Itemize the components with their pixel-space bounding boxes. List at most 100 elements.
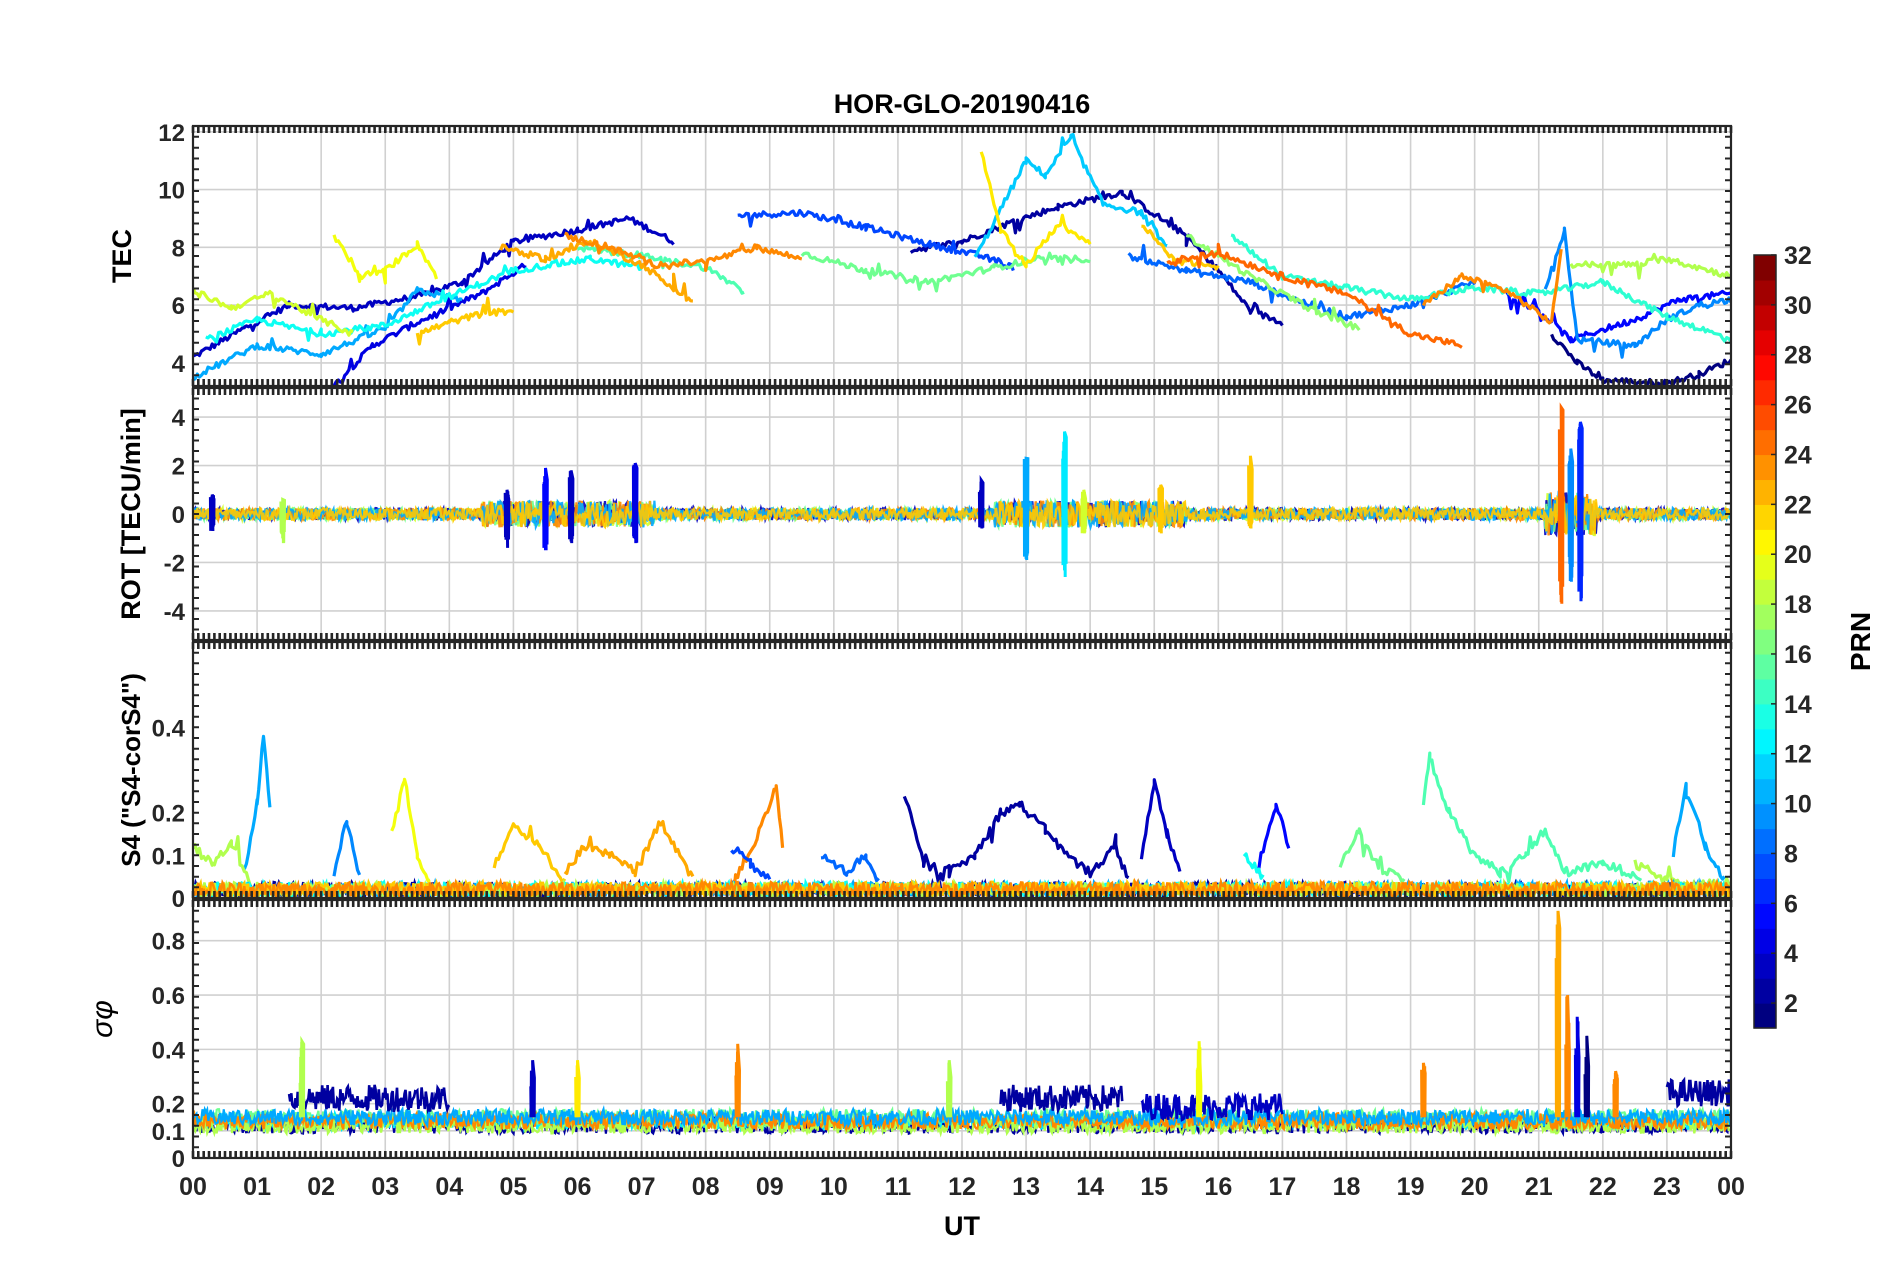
colorbar-tick-label: 22 [1784,491,1812,519]
colorbar-cell [1754,529,1776,555]
colorbar-cell [1754,878,1776,904]
colorbar-tick-label: 24 [1784,441,1812,469]
series-prn-9 [332,819,362,877]
sigma-band-prn-3 [1140,1091,1284,1122]
series-prn-20 [390,777,431,883]
sigma-phi-side-ticks [193,899,1731,1159]
series-prn-10 [193,286,463,382]
x-tick-label: 03 [371,1173,399,1201]
spike-prn-22 [1157,484,1165,534]
s4-ytick-label: 0.1 [152,843,185,870]
colorbar-cell [1754,703,1776,730]
spike-prn-3 [529,1060,536,1118]
colorbar-cell [1754,304,1776,331]
series-prn-8 [820,853,880,883]
rot-noise-prn-22 [193,494,1731,537]
colorbar-cell [1754,279,1776,306]
x-tick-label: 06 [564,1173,592,1201]
tec-data [193,132,1731,386]
series-prn-13 [1242,852,1265,880]
sigma-phi-ytick-label: 0.4 [152,1037,186,1064]
rot-side-ticks [193,387,1731,641]
colorbar-frame [1753,254,1777,1029]
s4-baseline-prn-24 [193,877,1731,898]
series-prn-16 [1338,827,1406,884]
series-prn-3 [1139,778,1182,872]
rot-ytick-label: 2 [172,454,185,481]
series-prn-10 [1671,781,1726,881]
sigma-phi-ytick-label: 0.6 [152,983,185,1010]
series-prn-24 [1421,248,1563,325]
colorbar-tick-label: 14 [1784,691,1812,719]
colorbar-tick-label: 16 [1784,641,1812,669]
spike-prn-21 [574,1060,581,1118]
series-prn-22 [492,822,567,884]
colorbar-cell [1754,853,1776,879]
series-prn-2 [909,189,1284,327]
x-tick-label: 00 [179,1173,207,1201]
x-tick-label: 10 [820,1173,848,1201]
spike-prn-24 [734,1043,742,1118]
colorbar-cell [1754,978,1776,1004]
x-tick-label: 19 [1397,1173,1425,1201]
colorbar-cell [1754,404,1776,431]
series-prn-7 [737,208,1015,272]
tec-side-ticks [193,125,1731,387]
series-prn-11 [973,132,1168,258]
colorbar-label: PRN [1845,612,1876,671]
panel-rot: -4 -2 0 2 4 ROT [TECU/min] [116,386,1733,642]
colorbar-cell [1754,1003,1776,1029]
sigma-phi-ytick-label: 0.2 [152,1092,185,1119]
sigma-band-prn-2 [287,1082,451,1115]
spike-prn-18 [298,1035,306,1118]
spike-prn-5 [542,467,549,551]
spike-prn-4 [1573,1016,1581,1118]
x-tick-label: 05 [500,1173,528,1201]
tec-minor-ticks [191,126,1733,386]
spike-prn-3 [503,489,511,548]
x-tick-label: 22 [1589,1173,1617,1201]
x-tick-label: 09 [756,1173,784,1201]
tec-ytick-label: 10 [158,178,185,205]
x-tick-label: 16 [1204,1173,1232,1201]
colorbar-tick-label: 30 [1784,292,1812,320]
spike-prn-20 [1195,1041,1203,1118]
sigma-phi-ytick-label: 0.1 [152,1119,185,1146]
tec-ylabel: TEC [107,229,137,283]
s4-ytick-label: 0 [172,886,185,913]
x-tick-label: 01 [243,1173,271,1201]
series-prn-16 [800,251,1091,293]
sigma-phi-minor-ticks [191,900,1733,1158]
colorbar-cell [1754,803,1776,830]
colorbar-cell [1754,579,1776,605]
sigma-band-prn-2 [1665,1076,1731,1109]
x-tick-label: 17 [1269,1173,1297,1201]
colorbar-cell [1754,255,1776,281]
series-prn-14 [1230,233,1731,343]
spike-prn-4 [631,462,639,544]
spike-prn-24 [1420,1062,1427,1118]
series-prn-5 [1505,289,1731,344]
x-tick-label: 07 [628,1173,656,1201]
colorbar-cell [1754,753,1776,780]
spike-prn-9 [1567,448,1575,582]
colorbar-tick-label: 8 [1784,840,1798,868]
tec-ytick-label: 6 [172,293,185,320]
s4-ylabel: S4 ("S4-corS4") [116,673,146,867]
tec-ytick-label: 4 [172,351,186,378]
sigma-phi-data [193,910,1731,1138]
series-prn-13 [205,254,643,344]
colorbar-cell [1754,953,1776,979]
series-prn-15 [1421,751,1643,884]
series-prn-24 [564,231,803,272]
x-tick-label: 18 [1333,1173,1361,1201]
sigma-phi-ytick-label: 0 [172,1146,185,1173]
colorbar-cell [1754,354,1776,381]
colorbar-cell [1754,554,1776,580]
colorbar-cell [1754,604,1776,630]
colorbar-tick-label: 10 [1784,791,1812,819]
tec-ytick-label: 8 [172,235,185,262]
series-prn-25 [1166,242,1463,349]
spike-prn-18 [945,1060,953,1118]
